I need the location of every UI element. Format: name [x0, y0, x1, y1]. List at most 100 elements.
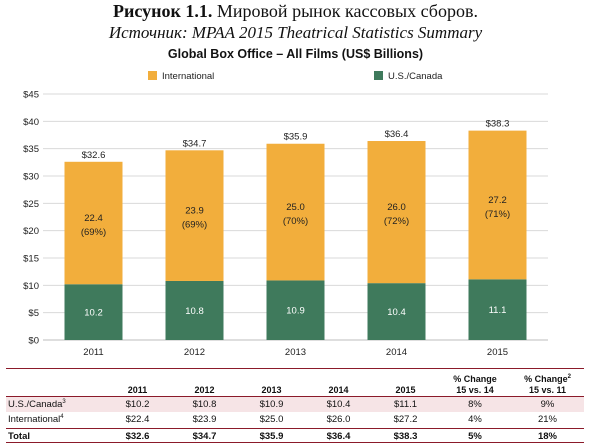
bar-international-2014 [367, 141, 426, 284]
figure-label: Рисунок 1.1. [113, 1, 213, 21]
label-total-2012: $34.7 [183, 138, 207, 149]
table-row-label: International4 [6, 412, 104, 428]
table-cell: $23.9 [192, 414, 217, 426]
table-cell: 8% [439, 396, 511, 412]
legend-label-1: U.S./Canada [388, 71, 443, 82]
table-top-rule [6, 368, 584, 369]
table-header-2015: 2015 [395, 384, 416, 395]
table-cell: $27.2 [393, 414, 418, 426]
table-header-change-15-vs-14: % Change 15 vs. 14 [439, 370, 511, 396]
x-tick-label-2013: 2013 [285, 347, 306, 358]
table-row-label: U.S./Canada3 [6, 396, 104, 412]
label-international-share-2013: (70%) [283, 216, 308, 227]
table-cell: $22.4 [125, 414, 150, 426]
y-tick-label-4: $20 [23, 226, 39, 237]
table-cell: $38.3 [372, 427, 439, 443]
table-cell: $32.6 [104, 427, 171, 443]
bar-us-canada-2013 [266, 280, 325, 340]
table-cell: $10.9 [238, 396, 305, 412]
x-tick-label-2015: 2015 [487, 347, 508, 358]
table-header-row: 2011 2012 2013 2014 2015 % Change 15 vs.… [6, 370, 584, 396]
table-header-2014: 2014 [328, 384, 349, 395]
bar-us-canada-2011 [64, 284, 123, 340]
data-table: 2011 2012 2013 2014 2015 % Change 15 vs.… [6, 370, 584, 443]
label-us-canada-2012: 10.8 [185, 306, 204, 317]
label-international-share-2015: (71%) [485, 209, 510, 220]
y-tick-label-0: $0 [28, 336, 39, 347]
y-tick-label-2: $10 [23, 281, 39, 292]
x-tick-label-2014: 2014 [386, 347, 407, 358]
label-international-2013: 25.0 [286, 202, 305, 213]
label-total-2011: $32.6 [82, 150, 106, 161]
table-row-label: Total [6, 427, 104, 443]
legend-swatch-0 [148, 71, 157, 80]
row-footnote: 3 [62, 398, 66, 405]
table-header-blank [6, 370, 104, 396]
label-international-share-2011: (69%) [81, 227, 106, 238]
bar-us-canada-2012 [165, 280, 224, 340]
bar-us-canada-2015 [468, 279, 527, 340]
table-body: U.S./Canada3 $10.2 $10.8 $10.9 $10.4 $11.1 8% 9… [6, 396, 584, 443]
table-cell: $34.7 [171, 427, 238, 443]
table-cell: $25.0 [259, 414, 284, 426]
figure-caption: Рисунок 1.1. Мировой рынок кассовых сбор… [0, 1, 591, 22]
bar-international-2015 [468, 130, 527, 280]
table-cell: 5% [439, 427, 511, 443]
legend-label-0: International [162, 71, 214, 82]
row-label-text: Total [8, 430, 30, 442]
y-tick-label-8: $40 [23, 117, 39, 128]
x-tick-label-2011: 2011 [83, 347, 103, 358]
change1-line1: % Change [453, 373, 497, 384]
table-cell: 4% [468, 414, 482, 426]
y-tick-label-1: $5 [28, 308, 39, 319]
y-tick-label-3: $15 [23, 254, 39, 265]
label-international-share-2012: (69%) [182, 220, 207, 231]
table-cell: 18% [511, 427, 584, 443]
label-international-2011: 22.4 [84, 213, 103, 224]
row-label-text: International [8, 414, 61, 426]
table-cell: $11.1 [372, 396, 439, 412]
table-row-us-canada: U.S./Canada3 $10.2 $10.8 $10.9 $10.4 $11.1 8% 9… [6, 396, 584, 412]
y-tick-label-7: $35 [23, 144, 39, 155]
table-cell: $10.2 [104, 396, 171, 412]
label-total-2014: $36.4 [385, 129, 409, 140]
legend-swatch-1 [374, 71, 383, 80]
change2-footnote: 2 [567, 373, 571, 380]
bar-us-canada-2014 [367, 283, 426, 340]
x-tick-label-2012: 2012 [184, 347, 205, 358]
label-us-canada-2015: 11.1 [489, 305, 507, 316]
chart-title: Global Box Office – All Films (US$ Billi… [167, 47, 424, 61]
figure-source: Источник: MPAA 2015 Theatrical Statistic… [108, 23, 483, 42]
label-us-canada-2014: 10.4 [387, 307, 406, 318]
bar-chart: International U.S./Canada $0 $5 $10 $15 $20 $25… [23, 71, 548, 358]
bar-international-2013 [266, 143, 325, 281]
table-cell: $26.0 [326, 414, 351, 426]
table-cell: $10.8 [171, 396, 238, 412]
label-total-2013: $35.9 [284, 132, 308, 143]
table-cell: $36.4 [305, 427, 372, 443]
bar-international-2011 [64, 161, 123, 285]
change2-line1: % Change [524, 373, 568, 384]
row-label-text: U.S./Canada [8, 398, 63, 410]
table-header-2011: 2011 [127, 384, 148, 395]
change1-line2: 15 vs. 14 [456, 384, 494, 395]
table-header-2013: 2013 [261, 384, 282, 395]
y-tick-label-5: $25 [23, 199, 39, 210]
y-tick-label-9: $45 [23, 90, 39, 101]
table-row-total: Total $32.6 $34.7 $35.9 $36.4 $38.3 5% 18% [6, 427, 584, 443]
table-cell: $35.9 [238, 427, 305, 443]
label-international-share-2014: (72%) [384, 216, 409, 227]
bar-international-2012 [165, 150, 224, 281]
table-cell: 21% [537, 414, 557, 426]
label-international-2014: 26.0 [387, 202, 406, 213]
label-us-canada-2013: 10.9 [286, 306, 305, 317]
table-header-2012: 2012 [194, 384, 215, 395]
row-footnote: 4 [60, 414, 64, 421]
label-total-2015: $38.3 [486, 119, 510, 130]
figure-text: Мировой рынок кассовых сборов. [216, 1, 478, 21]
table-header-change-15-vs-11: % Change2 15 vs. 11 [511, 370, 584, 396]
label-international-2015: 27.2 [488, 195, 507, 206]
table-row-international: International4 $22.4 $23.9 $25.0 $26.0 $27.2 4… [6, 412, 584, 428]
label-international-2012: 23.9 [185, 206, 204, 217]
table-cell: $10.4 [305, 396, 372, 412]
